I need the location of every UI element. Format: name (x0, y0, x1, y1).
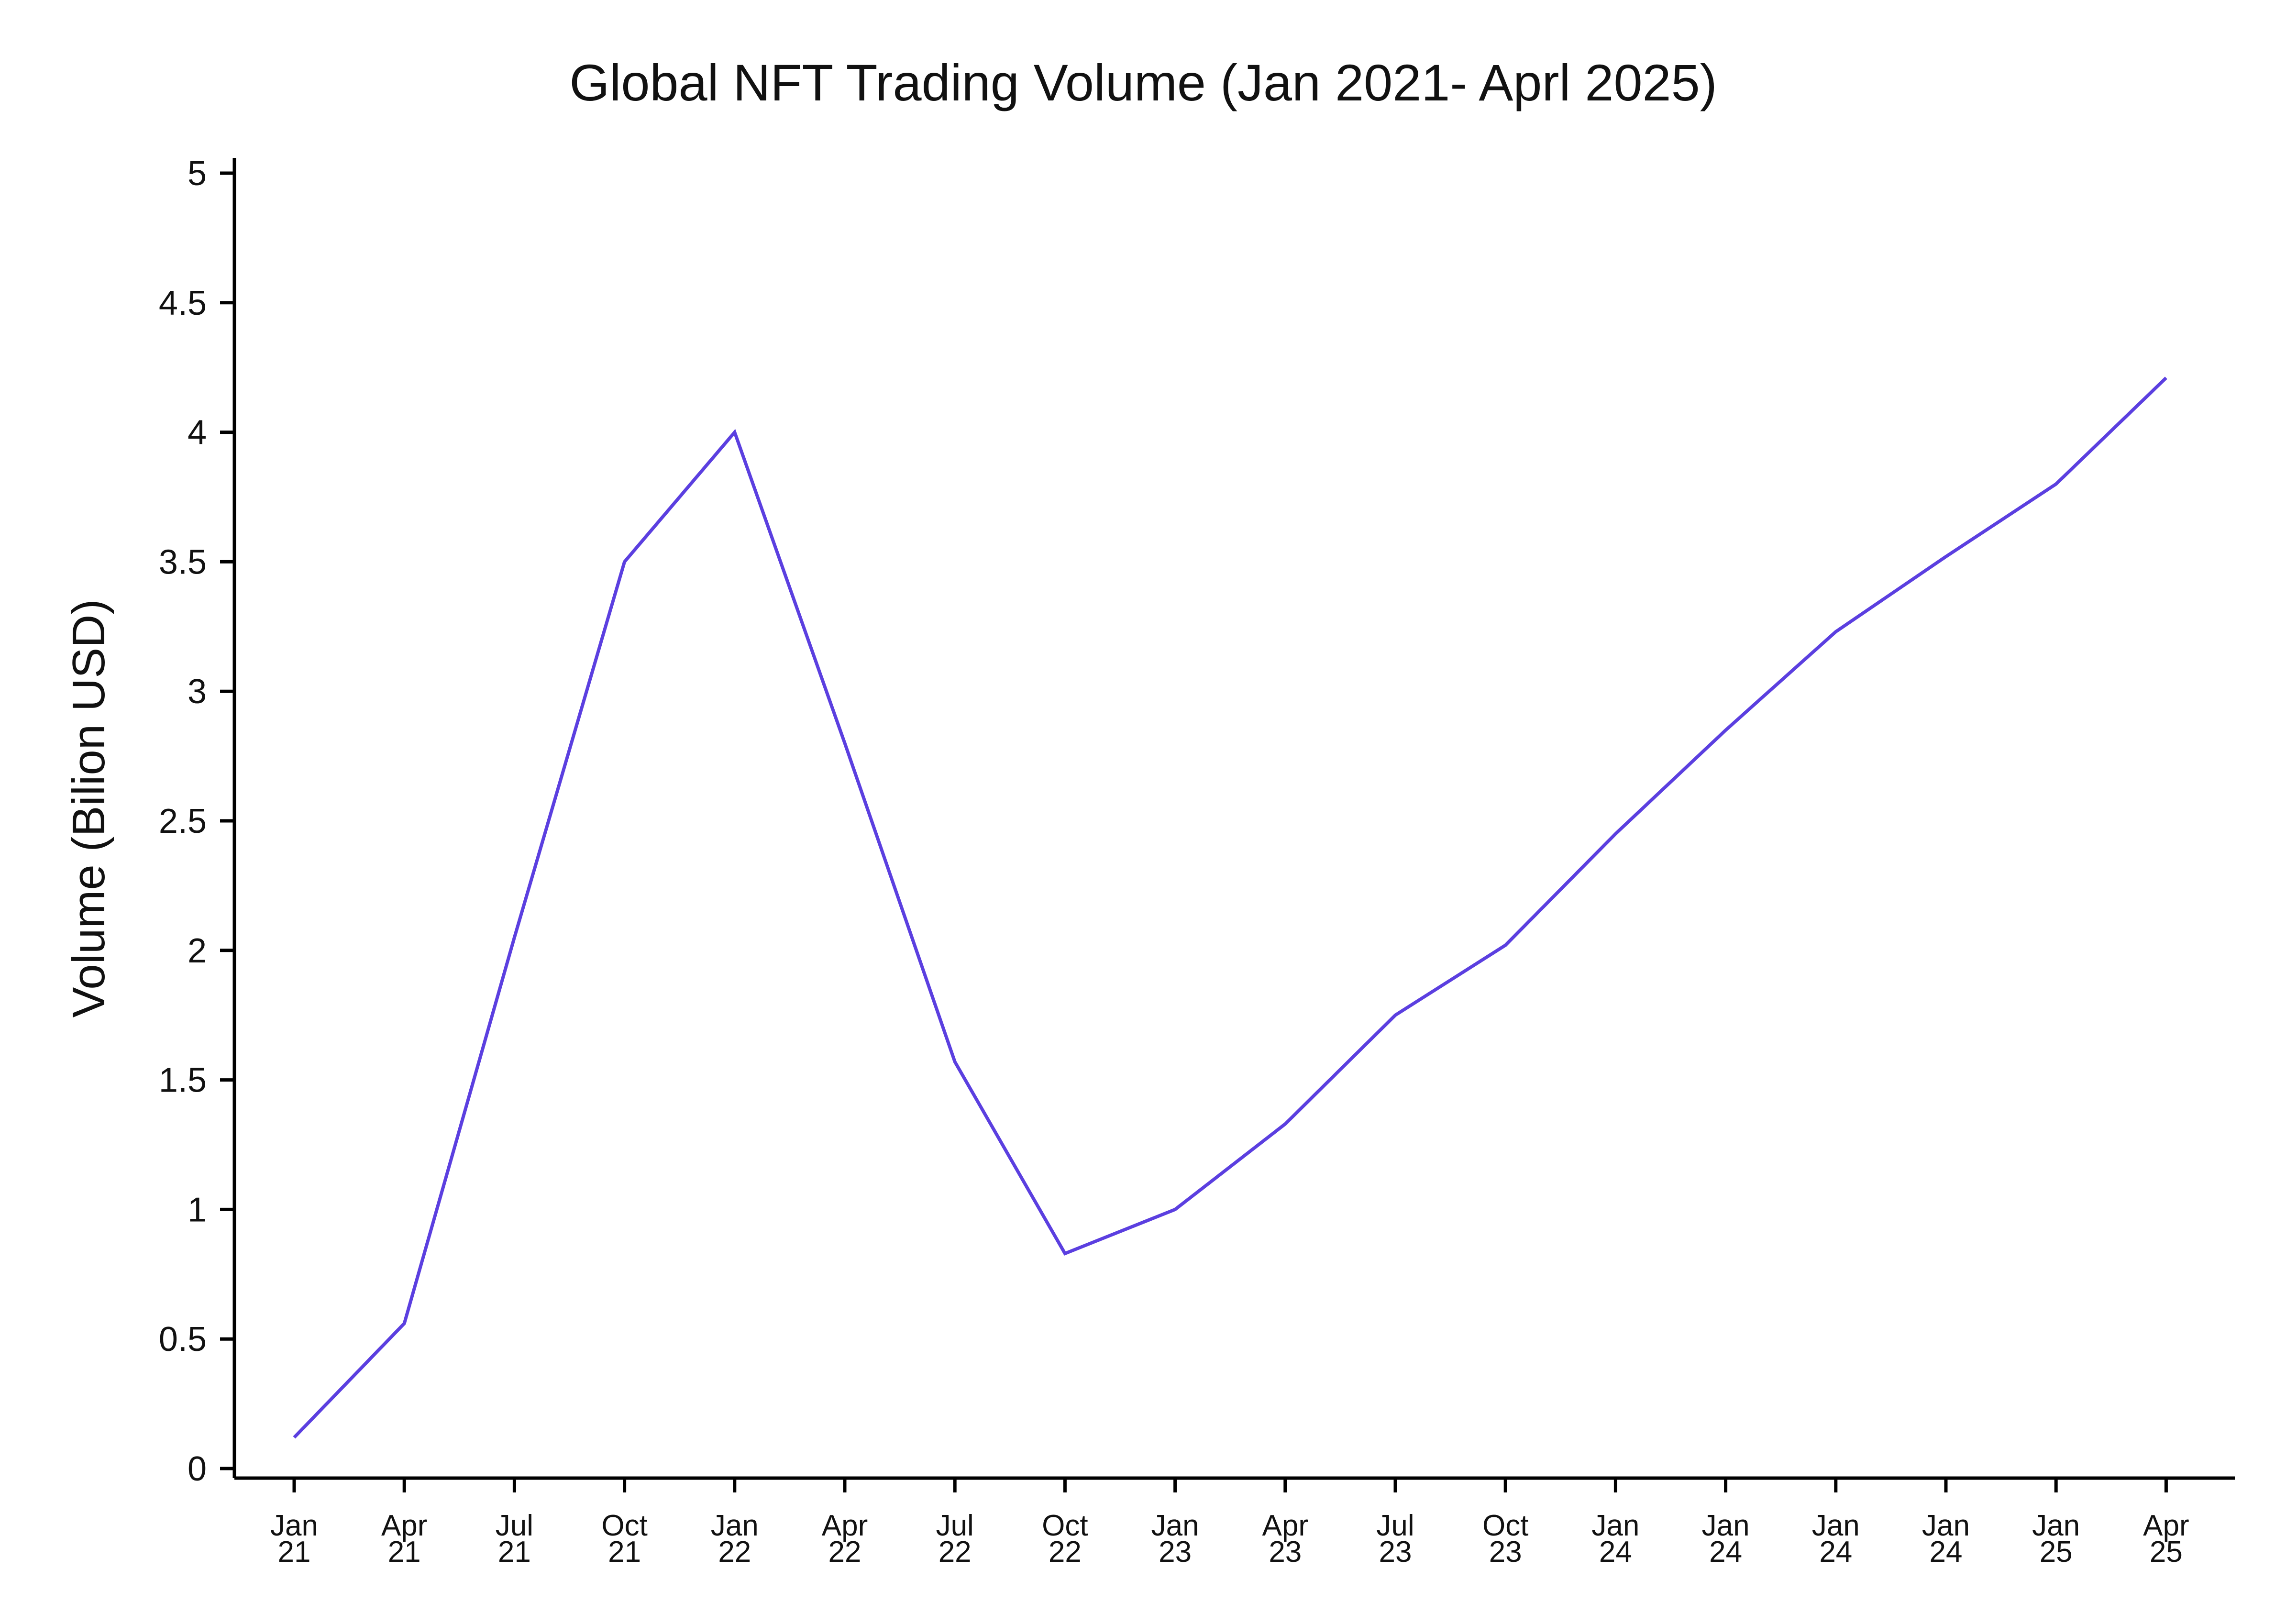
y-tick-label: 0.5 (159, 1320, 207, 1359)
y-tick-label: 4.5 (159, 284, 207, 322)
x-tick-label-month: Jan (270, 1509, 318, 1542)
x-tick-label-year: 21 (278, 1536, 311, 1569)
y-tick-label: 1.5 (159, 1061, 207, 1100)
x-tick-label-year: 24 (1819, 1536, 1852, 1569)
x-tick-label-year: 25 (2150, 1536, 2183, 1569)
x-tick-label-month: Apr (2143, 1509, 2189, 1542)
y-tick-label: 3 (188, 673, 207, 711)
x-tick-label-year: 25 (2040, 1536, 2073, 1569)
x-tick-label-year: 23 (1379, 1536, 1412, 1569)
y-tick-label: 1 (188, 1191, 207, 1229)
y-tick-label: 4 (188, 414, 207, 452)
y-tick-label: 0 (188, 1450, 207, 1488)
x-tick-label-year: 23 (1269, 1536, 1302, 1569)
series-line (293, 376, 2167, 1439)
x-tick-label-month: Jan (1702, 1509, 1750, 1542)
x-tick-label-month: Jan (2032, 1509, 2080, 1542)
x-tick-label-year: 22 (718, 1536, 751, 1569)
x-tick-label-year: 24 (1930, 1536, 1963, 1569)
y-axis-label: Volume (Bilion USD) (63, 599, 114, 1018)
x-tick-label-year: 21 (388, 1536, 421, 1569)
x-ticks: Jan21Apr21Jul21Oct21Jan22Apr22Jul22Oct22… (270, 1478, 2189, 1569)
x-tick-label-year: 23 (1159, 1536, 1192, 1569)
x-tick-label-month: Oct (601, 1509, 647, 1542)
y-ticks: 0 0.5 1 1.5 2 2.5 3 3.5 4 4.5 5 (159, 155, 234, 1488)
series-layer (293, 376, 2167, 1439)
x-tick-label-year: 22 (828, 1536, 861, 1569)
x-tick-label-year: 24 (1709, 1536, 1742, 1569)
y-tick-label: 3.5 (159, 543, 207, 581)
x-tick-label-month: Jan (1922, 1509, 1970, 1542)
x-tick-label-month: Apr (822, 1509, 868, 1542)
y-tick-label: 2 (188, 932, 207, 970)
x-tick-label-month: Jul (1376, 1509, 1414, 1542)
x-tick-label-year: 24 (1599, 1536, 1632, 1569)
x-tick-label-month: Jan (711, 1509, 759, 1542)
x-tick-label-year: 22 (1049, 1536, 1082, 1569)
x-tick-label-year: 23 (1489, 1536, 1522, 1569)
x-tick-label-month: Oct (1042, 1509, 1088, 1542)
x-tick-label-month: Jan (1151, 1509, 1199, 1542)
chart-title: Global NFT Trading Volume (Jan 2021- Apr… (569, 54, 1717, 111)
x-tick-label-year: 22 (939, 1536, 972, 1569)
x-tick-label-month: Apr (1262, 1509, 1308, 1542)
x-tick-label-month: Apr (381, 1509, 427, 1542)
x-tick-label-year: 21 (498, 1536, 531, 1569)
x-tick-label-month: Oct (1482, 1509, 1528, 1542)
x-tick-label-month: Jan (1591, 1509, 1639, 1542)
y-tick-label: 5 (188, 155, 207, 193)
x-tick-label-month: Jan (1812, 1509, 1860, 1542)
x-tick-label-year: 21 (608, 1536, 641, 1569)
x-tick-label-month: Jul (496, 1509, 533, 1542)
x-tick-label-month: Jul (936, 1509, 974, 1542)
y-tick-label: 2.5 (159, 802, 207, 840)
